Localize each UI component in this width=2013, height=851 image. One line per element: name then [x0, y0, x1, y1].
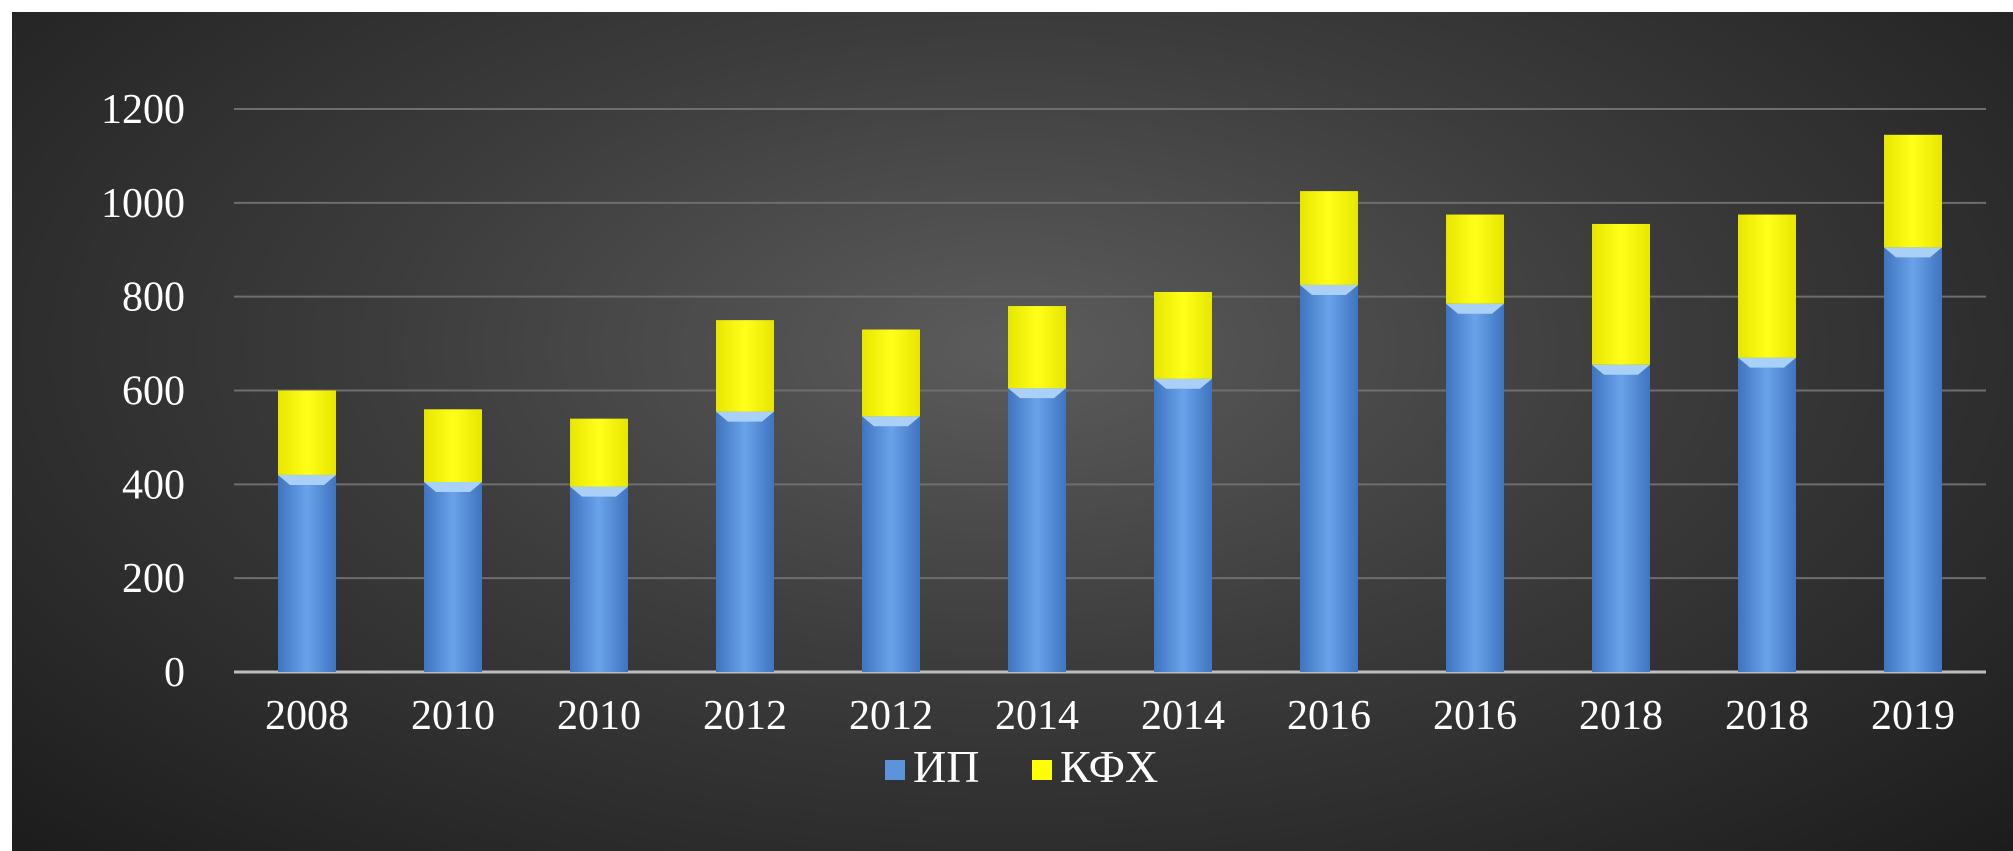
legend: ИП КФХ — [885, 741, 1158, 792]
bar-kfh-7 — [1300, 191, 1358, 285]
bar-ip-5 — [1008, 388, 1066, 672]
bar-ip-4 — [862, 416, 920, 672]
y-axis-tick-labels: 0 200 400 600 800 1000 1200 — [101, 87, 185, 696]
bar-kfh-3 — [716, 320, 774, 412]
x-tick-label: 2014 — [1141, 693, 1225, 739]
bar-ip-2 — [570, 486, 628, 672]
bar-kfh-11 — [1884, 134, 1942, 248]
bar-kfh-0 — [278, 390, 336, 475]
bar-ip-cap — [424, 481, 482, 492]
x-tick-label: 2018 — [1725, 693, 1809, 739]
y-tick-label: 200 — [122, 556, 185, 602]
bar-kfh-10 — [1738, 214, 1796, 358]
bar-kfh-4 — [862, 329, 920, 417]
x-tick-label: 2010 — [557, 693, 641, 739]
x-axis-tick-labels: 2008 2010 2010 2012 2012 2014 2014 2016 2016 2018… — [265, 693, 1955, 739]
y-tick-label: 600 — [122, 369, 185, 415]
bar-ip-cap — [1300, 284, 1358, 295]
bar-kfh-2 — [570, 418, 628, 487]
x-tick-label: 2014 — [995, 693, 1079, 739]
bar-kfh-5 — [1008, 306, 1066, 389]
bar-ip-8 — [1446, 303, 1504, 672]
x-tick-label: 2016 — [1287, 693, 1371, 739]
bar-ip-3 — [716, 411, 774, 672]
y-tick-label: 400 — [122, 462, 185, 508]
bar-ip-6 — [1154, 378, 1212, 672]
bar-ip-11 — [1884, 247, 1942, 672]
x-tick-label: 2016 — [1433, 693, 1517, 739]
chart-panel: 0 200 400 600 800 1000 1200 2008 2010 2010 2012 20… — [12, 12, 2013, 851]
x-tick-label: 2018 — [1579, 693, 1663, 739]
bar-kfh-8 — [1446, 214, 1504, 304]
y-tick-label: 1200 — [101, 87, 185, 133]
bar-ip-cap — [1738, 357, 1796, 368]
x-tick-label: 2008 — [265, 693, 349, 739]
bars — [278, 134, 1942, 672]
bar-ip-9 — [1592, 364, 1650, 672]
legend-swatch-ip — [885, 760, 905, 780]
bar-ip-cap — [1592, 364, 1650, 375]
bar-ip-cap — [570, 486, 628, 497]
x-tick-label: 2012 — [703, 693, 787, 739]
bar-ip-cap — [1884, 247, 1942, 258]
x-tick-label: 2010 — [411, 693, 495, 739]
y-tick-label: 800 — [122, 275, 185, 321]
bar-ip-cap — [1446, 303, 1504, 314]
bar-kfh-1 — [424, 409, 482, 482]
bar-kfh-6 — [1154, 291, 1212, 379]
legend-swatch-kfh — [1032, 760, 1052, 780]
x-tick-label: 2019 — [1871, 693, 1955, 739]
bar-kfh-9 — [1592, 223, 1650, 365]
bar-ip-0 — [278, 474, 336, 672]
bar-ip-cap — [1008, 388, 1066, 399]
bar-ip-7 — [1300, 284, 1358, 672]
y-tick-label: 0 — [164, 650, 185, 696]
bar-ip-10 — [1738, 357, 1796, 672]
gridlines — [234, 108, 1986, 674]
legend-label-kfh: КФХ — [1060, 741, 1158, 792]
y-tick-label: 1000 — [101, 181, 185, 227]
bar-ip-cap — [862, 416, 920, 427]
bar-ip-cap — [716, 411, 774, 422]
bar-ip-1 — [424, 481, 482, 672]
bar-ip-cap — [278, 474, 336, 485]
bar-ip-cap — [1154, 378, 1212, 389]
legend-label-ip: ИП — [913, 741, 979, 792]
x-tick-label: 2012 — [849, 693, 933, 739]
